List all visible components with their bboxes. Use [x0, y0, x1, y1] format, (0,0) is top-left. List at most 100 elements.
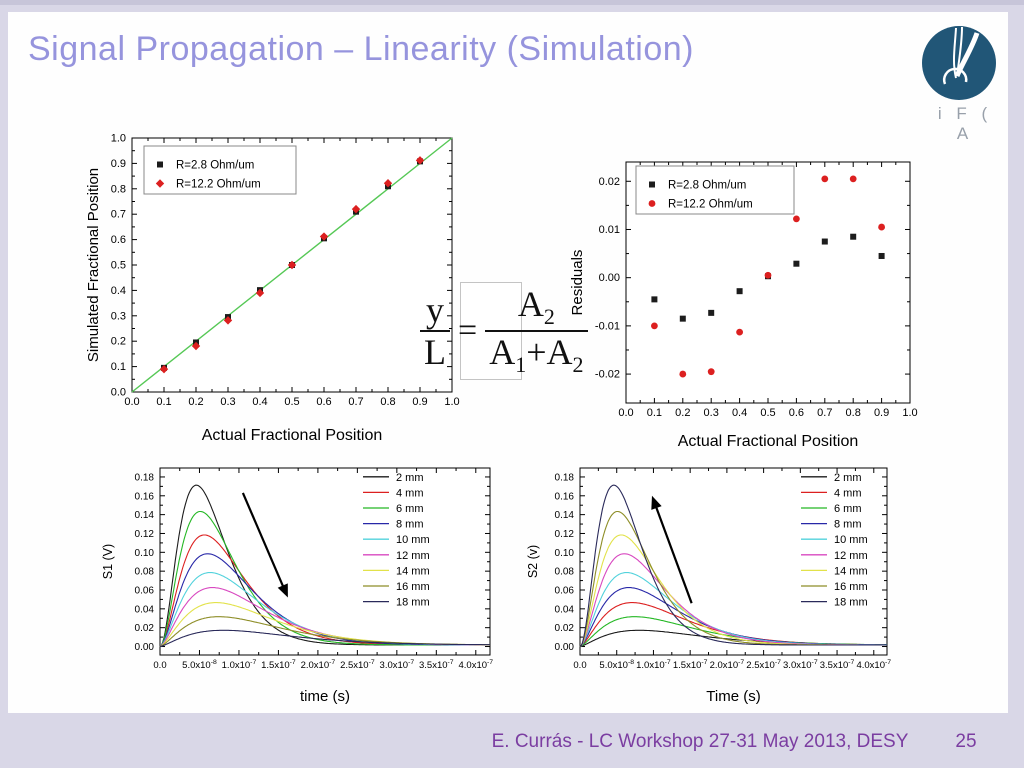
y-tick-label: 0.12 — [135, 529, 155, 540]
legend: R=2.8 Ohm/um R=12.2 Ohm/um — [143, 145, 297, 195]
x-axis-label: time (s) — [300, 688, 350, 705]
legend: 2 mm 4 mm 6 mm 8 mm 10 mm 12 mm 14 mm 16 mm 18 m… — [801, 472, 868, 609]
data-point-square — [679, 315, 686, 322]
y-tick-label: 0.01 — [599, 224, 620, 236]
x-tick-label: 0.7 — [817, 407, 832, 419]
data-point-square — [157, 161, 163, 168]
position-formula: y L = A2 A1+A2 — [420, 278, 605, 384]
y-tick-label: 0.18 — [555, 472, 575, 483]
y-tick-label: 0.02 — [555, 623, 575, 634]
legend-frame — [143, 145, 297, 195]
data-point-square — [708, 309, 715, 316]
x-tick-label: 2.0x10-7 — [301, 659, 336, 671]
x-tick-label: 1.5x10-7 — [673, 659, 708, 671]
formula-A2b-base: A — [546, 332, 573, 372]
formula-numerator: A2 — [514, 286, 559, 328]
fraction-bar — [420, 330, 450, 332]
legend-label: R=2.8 Ohm/um — [668, 180, 746, 192]
linearity-svg: 0.0 0.1 0.2 0.3 0.4 0.5 0.6 0.7 0.8 0.9 1.0 0.0 0.1 0… — [85, 133, 460, 445]
data-point-square — [651, 296, 658, 303]
x-tick-label: 4.0x10-7 — [856, 659, 891, 671]
linearity-chart: 0.0 0.1 0.2 0.3 0.4 0.5 0.6 0.7 0.8 0.9 1.0 0.0 0.1 0… — [85, 126, 482, 446]
y-tick-label: 0.5 — [111, 260, 126, 272]
ifca-logo: i F ( A — [920, 24, 1004, 143]
legend-label: 4 mm — [834, 487, 862, 499]
y-tick-label: 0.16 — [555, 491, 575, 502]
y-tick-label: 0.00 — [135, 642, 155, 653]
legend-label: 18 mm — [396, 597, 430, 609]
formula-y: y — [426, 290, 444, 330]
footer-credit: E. Currás - LC Workshop 27-31 May 2013, … — [491, 731, 909, 752]
formula-A2-sub: 2 — [543, 304, 555, 329]
formula-L: L — [424, 332, 446, 372]
x-tick-label: 2.5x10-7 — [340, 659, 375, 671]
trend-arrow-head — [651, 495, 662, 510]
plot-box — [579, 467, 888, 656]
series-r-12.2-ohm-um — [651, 175, 885, 378]
y-tick-label: 0.06 — [135, 585, 155, 596]
residuals-svg: 0.0 0.1 0.2 0.3 0.4 0.5 0.6 0.7 0.8 0.9 1.0 -0.02 -0… — [569, 161, 918, 450]
data-point-circle — [793, 215, 800, 223]
y-axis-label: S2 (v) — [526, 545, 540, 578]
y-tick-label: 0.1 — [111, 361, 126, 373]
x-tick-label: 0.2 — [675, 407, 690, 419]
x-tick-label: 0.9 — [412, 396, 427, 408]
formula-rhs-fraction: A2 A1+A2 — [485, 286, 588, 376]
x-tick-label: 0.1 — [647, 407, 662, 419]
residuals-chart: 0.0 0.1 0.2 0.3 0.4 0.5 0.6 0.7 0.8 0.9 1.0 -0.02 -0… — [569, 142, 945, 452]
s2-pulse-chart: 0.0 5.0x10-8 1.0x10-7 1.5x10-7 2.0x10-7 2.5x1… — [525, 455, 905, 707]
x-tick-label: 3.0x10-7 — [783, 659, 818, 671]
s1-pulse-chart: 0.0 5.0x10-8 1.0x10-7 1.5x10-7 2.0x10-7 2.5x1… — [100, 455, 500, 707]
y-axis-label: S1 (V) — [101, 544, 115, 579]
y-tick-label: 1.0 — [111, 133, 126, 145]
y-tick-label: 0.14 — [555, 510, 575, 521]
y-tick-label: 0.9 — [111, 158, 126, 170]
data-point-circle — [648, 200, 656, 207]
x-tick-label: 0.0 — [618, 407, 633, 419]
x-tick-label: 1.0x10-7 — [222, 659, 257, 671]
legend: R=2.8 Ohm/um R=12.2 Ohm/um — [635, 165, 795, 215]
y-tick-label: 0.2 — [111, 336, 126, 348]
legend-label: 4 mm — [396, 487, 424, 499]
data-point-square — [850, 233, 857, 240]
x-tick-label: 0.5 — [284, 396, 299, 408]
y-tick-label: 0.10 — [555, 548, 575, 559]
fraction-bar — [485, 330, 588, 332]
ifca-logo-text: i F ( A — [937, 104, 993, 143]
y-tick-label: 0.6 — [111, 234, 126, 246]
data-point-diamond — [191, 341, 201, 351]
s2-pulses-svg: 0.0 5.0x10-8 1.0x10-7 1.5x10-7 2.0x10-7 2.5x1… — [526, 467, 891, 705]
data-point-diamond — [415, 156, 425, 165]
x-axis-label: Actual Fractional Position — [202, 427, 383, 444]
y-tick-label: 0.06 — [555, 585, 575, 596]
data-point-diamond — [159, 364, 169, 374]
legend-label: 14 mm — [396, 565, 430, 577]
y-tick-label: 0.3 — [111, 310, 126, 322]
x-tick-label: 0.0 — [153, 660, 166, 671]
data-point-circle — [707, 368, 715, 376]
legend: 2 mm 4 mm 6 mm 8 mm 10 mm 12 mm 14 mm 16 mm 18 m… — [363, 472, 430, 609]
x-tick-label: 0.2 — [188, 396, 203, 408]
x-tick-label: 2.5x10-7 — [746, 659, 781, 671]
x-tick-label: 1.0x10-7 — [636, 659, 671, 671]
data-point-diamond — [287, 260, 297, 270]
x-tick-label: 0.6 — [316, 396, 331, 408]
y-tick-label: 0.04 — [135, 604, 155, 615]
formula-plus: + — [526, 332, 547, 372]
x-tick-label: 0.3 — [704, 407, 719, 419]
x-tick-label: 0.8 — [846, 407, 861, 419]
x-tick-label: 1.0 — [444, 396, 459, 408]
x-tick-label: 0.7 — [348, 396, 363, 408]
x-tick-label: 0.5 — [760, 407, 775, 419]
y-tick-label: 0.16 — [135, 491, 155, 502]
x-tick-label: 0.9 — [874, 407, 889, 419]
legend-label: 14 mm — [834, 565, 868, 577]
y-tick-label: 0.02 — [135, 623, 155, 634]
x-tick-label: 3.5x10-7 — [419, 659, 454, 671]
x-tick-label: 0.3 — [220, 396, 235, 408]
x-tick-label: 1.0 — [902, 407, 917, 419]
legend-label: 12 mm — [834, 550, 868, 562]
top-border-strip — [0, 0, 1024, 5]
data-point-circle — [878, 223, 885, 231]
x-tick-label: 0.0 — [124, 396, 139, 408]
